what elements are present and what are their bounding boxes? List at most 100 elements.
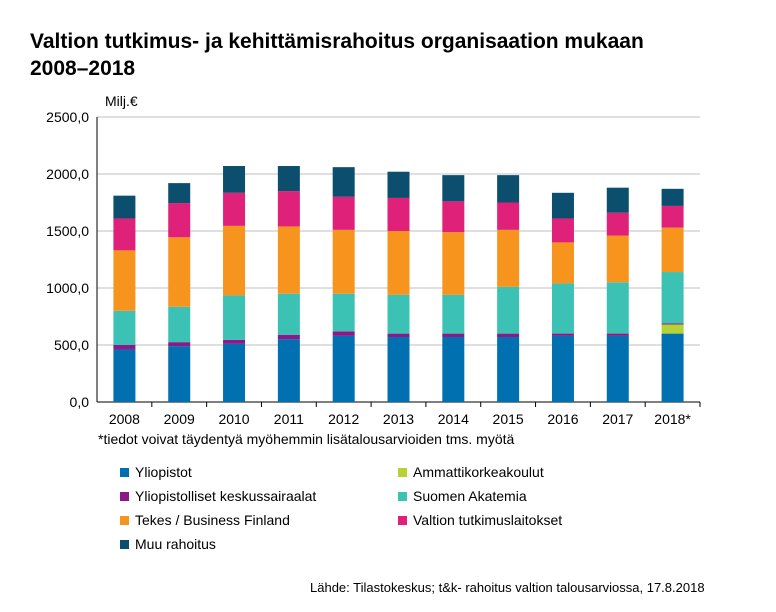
bar-muu-rahoitus-2014 [442,175,465,202]
bar-suomen-akatemia-2015 [497,286,520,334]
x-tick-label: 2017 [602,411,633,427]
legend-label: Suomen Akatemia [413,488,527,504]
legend-label: Yliopistolliset keskussairaalat [135,488,317,504]
y-tick-label: 2500,0 [46,109,89,125]
footnote: *tiedot voivat täydentyä myöhemmin lisät… [98,431,515,447]
y-tick-label: 1500,0 [46,223,89,239]
bar-yliopistolliset-keskussairaalat-2017 [606,333,629,336]
chart-title: Valtion tutkimus- ja kehittämisrahoitus … [30,28,750,82]
bar-yliopistot-2010 [223,343,246,402]
bar-tekes-business-finland-2018 [661,227,684,273]
bar-tekes-business-finland-2015 [497,229,520,287]
bar-suomen-akatemia-2013 [387,294,410,334]
bar-yliopistot-2016 [551,335,574,402]
bar-yliopistolliset-keskussairaalat-2010 [223,339,246,344]
bar-yliopistolliset-keskussairaalat-2012 [332,331,355,336]
bar-tekes-business-finland-2017 [606,235,629,283]
bar-yliopistolliset-keskussairaalat-2011 [277,334,300,340]
bar-valtion-tutkimuslaitokset-2015 [497,202,520,230]
bar-muu-rahoitus-2017 [606,187,629,213]
bar-yliopistot-2012 [332,335,355,402]
bar-yliopistolliset-keskussairaalat-2008 [113,345,136,350]
bar-valtion-tutkimuslaitokset-2009 [168,203,191,238]
legend-swatch [120,491,129,501]
bar-valtion-tutkimuslaitokset-2018 [661,205,684,228]
bar-valtion-tutkimuslaitokset-2013 [387,197,410,231]
bar-tekes-business-finland-2012 [332,229,355,294]
legend-swatch [398,515,407,525]
bar-tekes-business-finland-2016 [551,242,574,284]
x-tick-label: 2014 [438,411,469,427]
bar-tekes-business-finland-2008 [113,250,136,311]
y-tick-label: 0,0 [70,394,90,410]
bar-valtion-tutkimuslaitokset-2008 [113,218,136,251]
x-tick-label: 2018* [654,411,691,427]
legend-swatch [120,539,129,549]
bar-yliopistolliset-keskussairaalat-2016 [551,333,574,336]
bar-yliopistot-2017 [606,335,629,402]
bar-yliopistolliset-keskussairaalat-2018 [661,323,684,325]
bar-tekes-business-finland-2009 [168,237,191,307]
bar-yliopistot-2009 [168,346,191,402]
legend-item: Yliopistolliset keskussairaalat [120,488,316,504]
bar-muu-rahoitus-2008 [113,195,136,219]
bar-yliopistolliset-keskussairaalat-2009 [168,342,191,347]
legend-swatch [398,491,407,501]
bar-valtion-tutkimuslaitokset-2011 [277,191,300,227]
legend-label: Muu rahoitus [135,536,216,552]
y-tick-label: 500,0 [54,337,89,353]
bar-valtion-tutkimuslaitokset-2016 [551,218,574,243]
legend-item: Muu rahoitus [120,536,216,552]
bar-suomen-akatemia-2011 [277,293,300,335]
legend-label: Ammattikorkeakoulut [413,464,544,480]
bar-valtion-tutkimuslaitokset-2014 [442,201,465,233]
bar-suomen-akatemia-2018 [661,272,684,324]
bar-muu-rahoitus-2015 [497,175,520,203]
legend-swatch [120,467,129,477]
y-tick-label: 2000,0 [46,166,89,182]
bar-valtion-tutkimuslaitokset-2017 [606,212,629,236]
bar-yliopistot-2014 [442,337,465,402]
bar-muu-rahoitus-2012 [332,167,355,197]
bar-valtion-tutkimuslaitokset-2012 [332,196,355,230]
y-tick-label: 1000,0 [46,280,89,296]
bar-yliopistolliset-keskussairaalat-2013 [387,333,410,338]
legend-label: Yliopistot [135,464,192,480]
bar-muu-rahoitus-2009 [168,183,191,204]
bar-suomen-akatemia-2017 [606,282,629,334]
stacked-bar-chart: Milj.€ 0,0 500,0 1000,0 1500,0 2000,0 2500,0 20… [46,93,701,427]
bar-muu-rahoitus-2016 [551,192,574,219]
bar-yliopistolliset-keskussairaalat-2015 [497,333,520,338]
x-tick-label: 2016 [547,411,578,427]
bar-ammattikorkeakoulut-2018 [661,324,684,334]
legend-label: Tekes / Business Finland [135,512,290,528]
source-note: Lähde: Tilastokeskus; t&k- rahoitus valt… [310,580,705,595]
legend-swatch [120,515,129,525]
bar-yliopistot-2018 [661,333,684,402]
x-tick-label: 2012 [328,411,359,427]
bar-muu-rahoitus-2018 [661,188,684,206]
x-tick-label: 2013 [383,411,414,427]
bar-suomen-akatemia-2014 [442,294,465,334]
bar-muu-rahoitus-2010 [223,166,246,193]
bar-suomen-akatemia-2009 [168,306,191,343]
legend-swatch [398,467,407,477]
legend-item: Suomen Akatemia [398,488,527,504]
bar-valtion-tutkimuslaitokset-2010 [223,192,246,226]
x-tick-label: 2008 [109,411,140,427]
bar-suomen-akatemia-2012 [332,293,355,332]
bar-muu-rahoitus-2011 [277,166,300,192]
bar-suomen-akatemia-2016 [551,283,574,334]
y-axis-unit-label: Milj.€ [105,93,138,109]
legend-item: Yliopistot [120,464,192,480]
bar-suomen-akatemia-2008 [113,310,136,345]
x-tick-label: 2015 [493,411,524,427]
legend-label: Valtion tutkimuslaitokset [413,512,563,528]
title-line-1: Valtion tutkimus- ja kehittämisrahoitus … [30,30,644,53]
bar-suomen-akatemia-2010 [223,295,246,340]
title-line-2: 2008–2018 [30,57,136,80]
bar-tekes-business-finland-2010 [223,225,246,296]
bar-tekes-business-finland-2013 [387,231,410,295]
bar-yliopistot-2015 [497,337,520,402]
bar-yliopistot-2013 [387,337,410,402]
